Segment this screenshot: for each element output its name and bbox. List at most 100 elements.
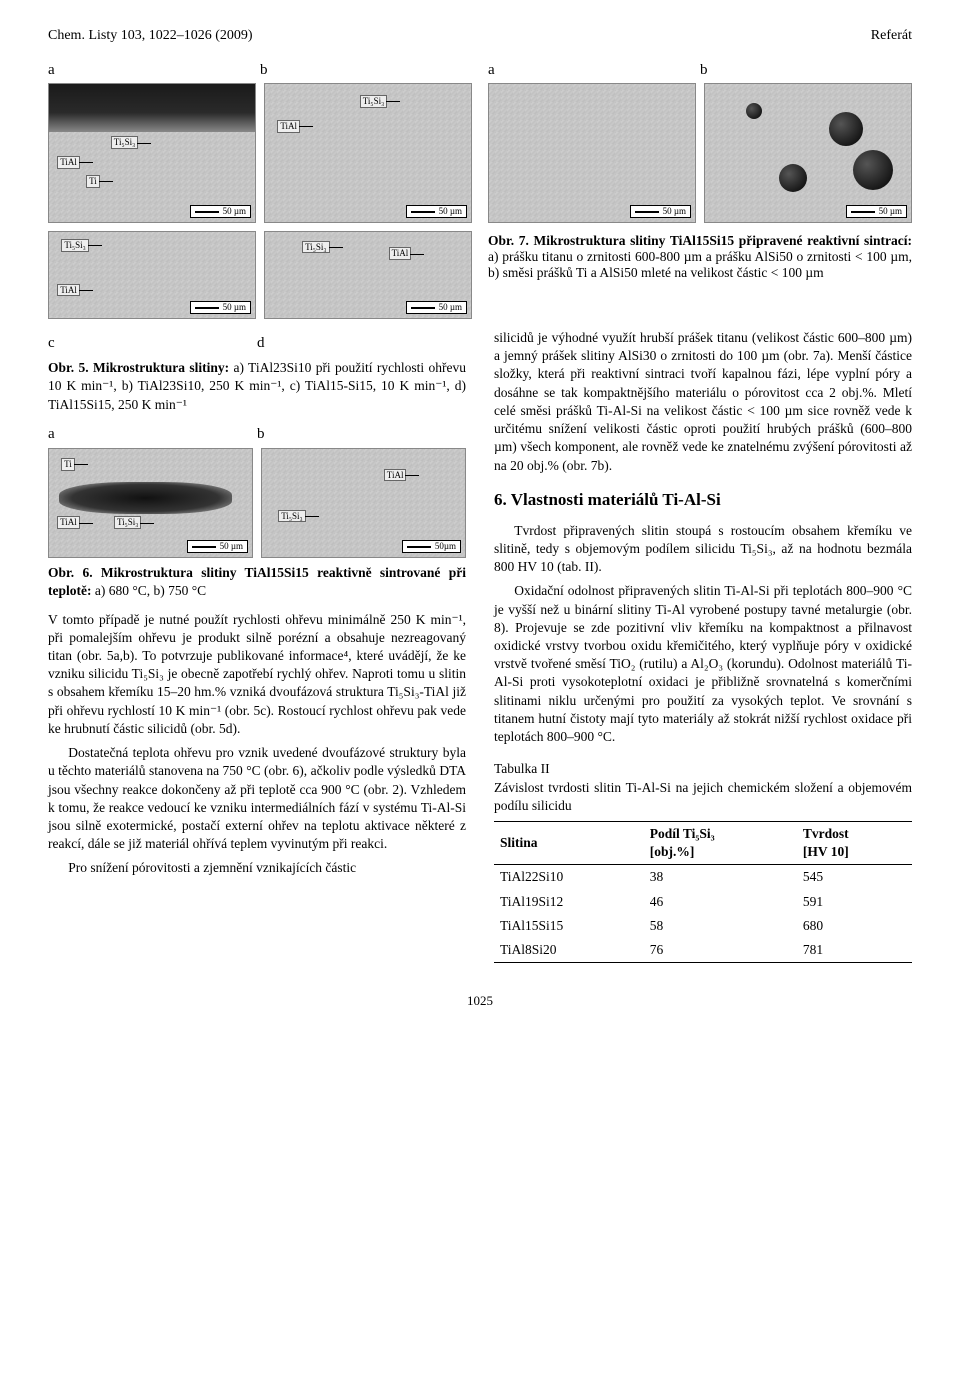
- table2: Slitina Podíl Ti₅Si₃ [obj.%] Tvrdost [HV…: [494, 821, 912, 963]
- fig7-caption: Obr. 7. Mikrostruktura slitiny TiAl15Si1…: [488, 233, 912, 281]
- fig5-label-c: c: [48, 333, 257, 353]
- phase-label-ti5si3: Ti₅Si₃: [278, 510, 305, 523]
- fig6-row: Ti TiAl Ti₅Si₃ 50 µm TiAl Ti₅Si₃ 50µm: [48, 448, 466, 558]
- phase-label-tial: TiAl: [389, 247, 412, 260]
- cell: 38: [644, 865, 797, 890]
- fig5-panel-d-top: Ti₅Si₃ TiAl 50 µm: [264, 231, 472, 319]
- cell: TiAl15Si15: [494, 914, 644, 938]
- right-para-1: silicidů je výhodné využít hrubší prášek…: [494, 329, 912, 475]
- right-para-2: Tvrdost připravených slitin stoupá s ros…: [494, 522, 912, 577]
- cell: TiAl22Si10: [494, 865, 644, 890]
- table2-head: Slitina Podíl Ti₅Si₃ [obj.%] Tvrdost [HV…: [494, 821, 912, 864]
- left-para-3: Pro snížení pórovitosti a zjemnění vznik…: [48, 859, 466, 877]
- fig7-panel-a: 50 µm: [488, 83, 696, 223]
- table2-col1b: [obj.%]: [650, 844, 695, 859]
- fig5-label-d: d: [257, 333, 466, 353]
- fig7-labels-ab: a b: [488, 62, 912, 79]
- page: Chem. Listy 103, 1022–1026 (2009) Referá…: [0, 0, 960, 1049]
- cell: 680: [797, 914, 912, 938]
- phase-label-ti: Ti: [61, 458, 75, 471]
- fig6-panel-b: TiAl Ti₅Si₃ 50µm: [261, 448, 466, 558]
- scalebar: 50µm: [402, 540, 461, 553]
- phase-label-tial: TiAl: [57, 516, 80, 529]
- right-column: silicidů je výhodné využít hrubší prášek…: [494, 329, 912, 963]
- cell: 545: [797, 865, 912, 890]
- header-right: Referát: [871, 28, 912, 44]
- scalebar: 50 µm: [630, 205, 691, 218]
- phase-label-ti5si3: Ti₅Si₃: [61, 239, 88, 252]
- fig5-labels-cd: c d: [48, 333, 466, 353]
- running-header: Chem. Listy 103, 1022–1026 (2009) Referá…: [48, 28, 912, 44]
- fig5-panel-b: Ti₅Si₃ TiAl 50 µm: [264, 83, 472, 223]
- cell: 58: [644, 914, 797, 938]
- table2-header-row: Slitina Podíl Ti₅Si₃ [obj.%] Tvrdost [HV…: [494, 821, 912, 864]
- fig7-panel-b: 50 µm: [704, 83, 912, 223]
- phase-label-tial: TiAl: [384, 469, 407, 482]
- table-row: TiAl22Si10 38 545: [494, 865, 912, 890]
- fig5-label-a: a: [48, 62, 260, 79]
- scalebar: 50 µm: [190, 205, 251, 218]
- phase-label-ti5si3: Ti₅Si₃: [302, 241, 329, 254]
- scalebar: 50 µm: [406, 301, 467, 314]
- fig7-label-b: b: [700, 62, 912, 79]
- fig5-row-ab: TiAl Ti₅Si₃ Ti 50 µm Ti₅Si₃ TiAl 50 µm: [48, 83, 472, 223]
- fig6-labels-ab: a b: [48, 424, 466, 444]
- scalebar: 50 µm: [190, 301, 251, 314]
- fig6-caption-rest: a) 680 °C, b) 750 °C: [91, 583, 206, 598]
- table2-caption: Závislost tvrdosti slitin Ti-Al-Si na je…: [494, 779, 912, 815]
- fig5-label-b: b: [260, 62, 472, 79]
- fig5-panel-c-top: Ti₅Si₃ TiAl 50 µm: [48, 231, 256, 319]
- page-number: 1025: [48, 993, 912, 1009]
- fig5-caption-lead: Obr. 5. Mikrostruktura slitiny:: [48, 360, 229, 375]
- fig6-panel-a: Ti TiAl Ti₅Si₃ 50 µm: [48, 448, 253, 558]
- fig7-row-ab: 50 µm 50 µm: [488, 83, 912, 223]
- right-para-3: Oxidační odolnost připravených slitin Ti…: [494, 582, 912, 746]
- table2-title: Tabulka II: [494, 760, 912, 778]
- cell: 591: [797, 890, 912, 914]
- pore-spots: [705, 84, 911, 222]
- section-6-heading: 6. Vlastnosti materiálů Ti-Al-Si: [494, 489, 912, 512]
- table2-col1: Podíl Ti₅Si₃ [obj.%]: [644, 821, 797, 864]
- phase-label-ti: Ti: [86, 175, 100, 188]
- table2-body: TiAl22Si10 38 545 TiAl19Si12 46 591 TiAl…: [494, 865, 912, 963]
- phase-label-tial: TiAl: [277, 120, 300, 133]
- fig7-caption-lead: Obr. 7. Mikrostruktura slitiny TiAl15Si1…: [488, 233, 912, 248]
- table2-col1a: Podíl Ti₅Si₃: [650, 826, 715, 841]
- cell: TiAl19Si12: [494, 890, 644, 914]
- cell: 781: [797, 938, 912, 963]
- scalebar: 50 µm: [846, 205, 907, 218]
- body-columns: c d Obr. 5. Mikrostruktura slitiny: a) T…: [48, 329, 912, 963]
- phase-label-ti5si3: Ti₅Si₃: [360, 95, 387, 108]
- top-figure-grid: a b TiAl Ti₅Si₃ Ti 50 µm Ti₅Si₃ TiAl 50 …: [48, 62, 912, 319]
- left-para-2: Dostatečná teplota ohřevu pro vznik uved…: [48, 744, 466, 853]
- table2-col2: Tvrdost [HV 10]: [797, 821, 912, 864]
- fig7-caption-rest: a) prášku titanu o zrnitosti 600-800 µm …: [488, 249, 912, 280]
- fig6-label-a: a: [48, 424, 257, 444]
- left-column: c d Obr. 5. Mikrostruktura slitiny: a) T…: [48, 329, 466, 963]
- header-left: Chem. Listy 103, 1022–1026 (2009): [48, 28, 253, 44]
- table2-col0: Slitina: [494, 821, 644, 864]
- fig5-row-cd: Ti₅Si₃ TiAl 50 µm Ti₅Si₃ TiAl 50 µm: [48, 231, 472, 319]
- scalebar: 50 µm: [187, 540, 248, 553]
- table-row: TiAl8Si20 76 781: [494, 938, 912, 963]
- table-row: TiAl15Si15 58 680: [494, 914, 912, 938]
- fig7-label-a: a: [488, 62, 700, 79]
- fig5-panel-a: TiAl Ti₅Si₃ Ti 50 µm: [48, 83, 256, 223]
- table2-col2a: Tvrdost: [803, 826, 849, 841]
- phase-label-ti5si3: Ti₅Si₃: [111, 136, 138, 149]
- fig6-label-b: b: [257, 424, 466, 444]
- fig5-caption: Obr. 5. Mikrostruktura slitiny: a) TiAl2…: [48, 359, 466, 414]
- scalebar: 50 µm: [406, 205, 467, 218]
- cell: 46: [644, 890, 797, 914]
- phase-label-tial: TiAl: [57, 284, 80, 297]
- fig5-block: a b TiAl Ti₅Si₃ Ti 50 µm Ti₅Si₃ TiAl 50 …: [48, 62, 472, 319]
- fig7-block: a b 50 µm 50 µm Obr. 7. Mi: [488, 62, 912, 319]
- cell: TiAl8Si20: [494, 938, 644, 963]
- cell: 76: [644, 938, 797, 963]
- fig5-labels-ab: a b: [48, 62, 472, 79]
- phase-label-tial: TiAl: [57, 156, 80, 169]
- left-para-1: V tomto případě je nutné použít rychlost…: [48, 611, 466, 739]
- table2-col2b: [HV 10]: [803, 844, 849, 859]
- fig6-caption: Obr. 6. Mikrostruktura slitiny TiAl15Si1…: [48, 564, 466, 600]
- table-row: TiAl19Si12 46 591: [494, 890, 912, 914]
